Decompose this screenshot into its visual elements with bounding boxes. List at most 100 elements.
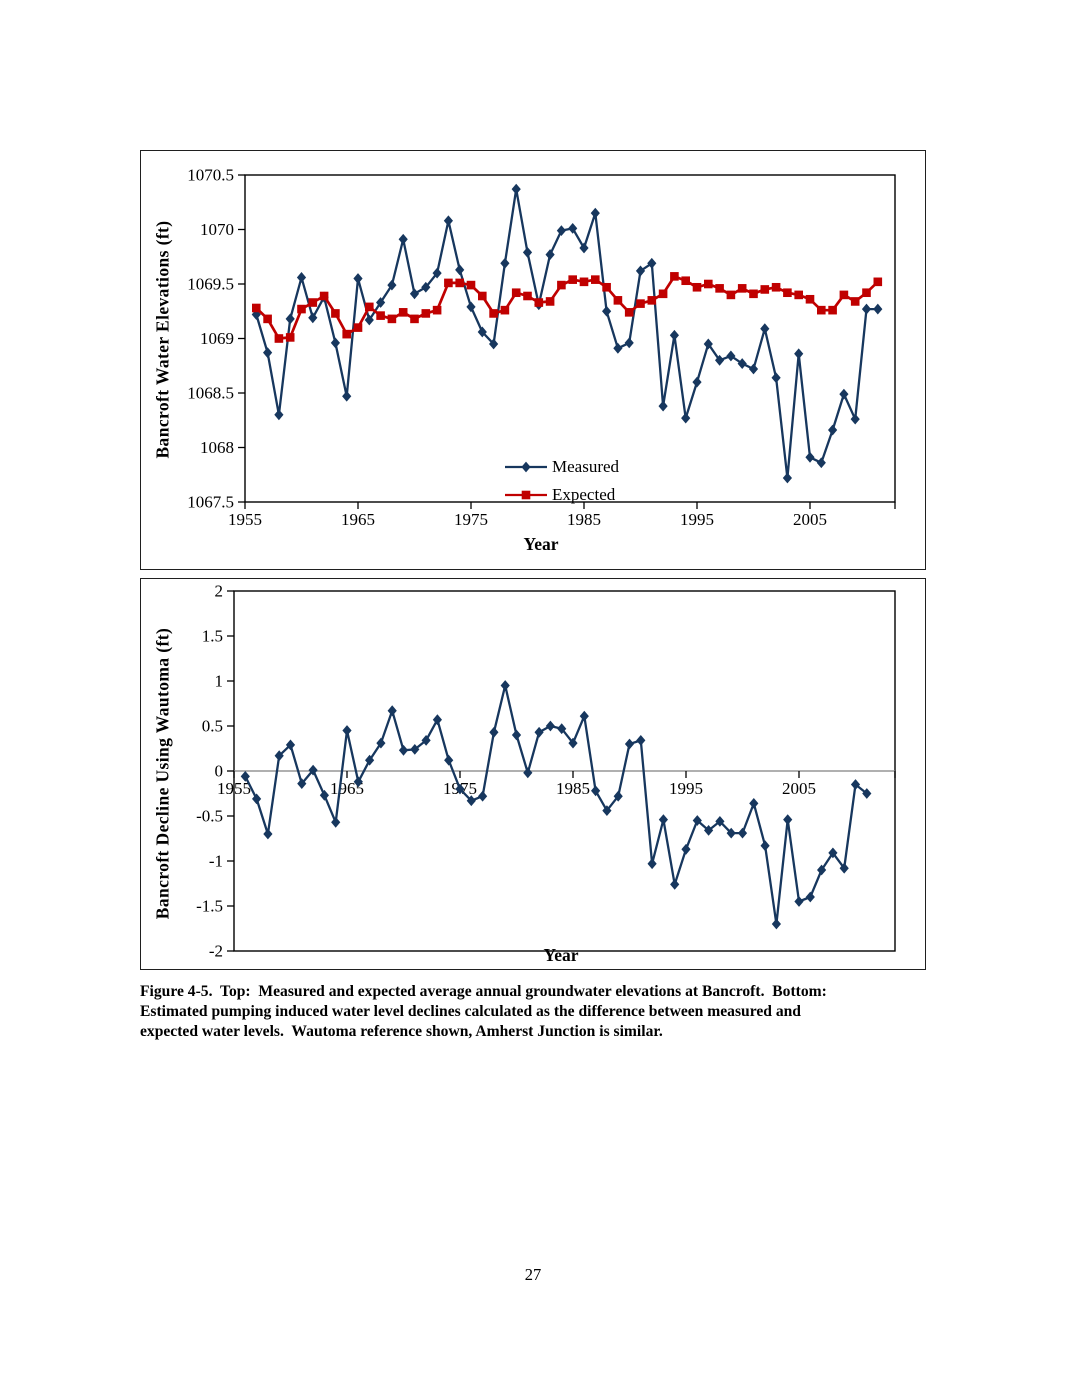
legend-item-expected: Expected xyxy=(504,484,619,506)
legend-item-measured: Measured xyxy=(504,456,619,478)
measured-data-point-marker xyxy=(613,342,623,354)
top-chart: 1070.5 1070 1069.5 1069 1068.5 1068 1067.5 1955… xyxy=(140,150,926,570)
measured-data-point-marker xyxy=(455,264,465,276)
measured-data-point-marker xyxy=(602,305,612,317)
decline-data-point-marker xyxy=(613,790,623,802)
measured-series-line xyxy=(255,188,879,480)
x-axis-tick-label: 1975 xyxy=(454,510,488,529)
decline-data-point-marker xyxy=(839,862,849,874)
decline-data-point-marker xyxy=(591,785,601,797)
measured-data-point-marker xyxy=(568,223,578,234)
y-axis-tick-label: 0.5 xyxy=(202,717,223,736)
expected-data-point-marker xyxy=(737,284,747,293)
y-axis-tick-label: 1068 xyxy=(200,438,234,457)
expected-data-point-marker xyxy=(489,309,498,318)
decline-data-point-marker xyxy=(466,795,476,807)
y-axis-tick-label: 1067.5 xyxy=(187,493,234,512)
expected-data-point-marker xyxy=(523,291,532,301)
decline-data-point-marker xyxy=(647,858,657,870)
measured-data-point-marker xyxy=(715,354,725,366)
expected-data-point-marker xyxy=(331,309,340,318)
measured-data-point-marker xyxy=(432,267,442,279)
expected-data-point-marker xyxy=(376,311,385,320)
decline-data-point-marker xyxy=(670,879,680,890)
measured-data-point-marker xyxy=(556,225,566,236)
measured-data-point-marker xyxy=(364,314,374,326)
measured-data-point-marker xyxy=(624,337,634,349)
decline-data-point-marker xyxy=(240,771,250,782)
decline-data-point-marker xyxy=(387,705,397,717)
measured-data-point-marker xyxy=(409,288,420,300)
measured-data-point-marker xyxy=(421,281,431,293)
measured-data-point-marker xyxy=(590,207,600,219)
expected-data-point-marker xyxy=(444,278,453,288)
series-decline xyxy=(240,680,872,930)
measured-data-point-marker xyxy=(522,246,533,258)
expected-data-point-marker xyxy=(783,288,792,298)
measured-data-point-marker xyxy=(816,457,826,469)
decline-data-point-marker xyxy=(579,710,589,722)
measured-data-point-marker xyxy=(466,301,476,313)
bottom-chart: 21.510.50-0.5-1-1.5-21955196519751985199… xyxy=(140,578,926,970)
expected-data-point-marker xyxy=(263,314,272,324)
x-axis-tick-label: 1965 xyxy=(341,510,375,529)
expected-data-point-marker xyxy=(432,305,442,315)
decline-data-point-marker xyxy=(805,891,815,903)
decline-data-point-marker xyxy=(704,825,714,836)
measured-data-point-marker xyxy=(839,388,849,400)
decline-data-point-marker xyxy=(850,779,861,790)
decline-data-point-marker xyxy=(297,778,307,789)
y-axis-tick-label: 1068.5 xyxy=(187,384,234,403)
expected-data-point-marker xyxy=(591,275,600,284)
decline-data-point-marker xyxy=(331,816,341,828)
expected-data-point-marker xyxy=(658,289,668,299)
y-axis-tick-label: -2 xyxy=(209,942,223,961)
measured-data-point-marker xyxy=(296,272,307,283)
y-axis-tick-label: -1 xyxy=(209,852,223,871)
decline-data-point-marker xyxy=(511,729,522,741)
decline-data-point-marker xyxy=(398,744,409,756)
expected-data-point-marker xyxy=(285,333,295,342)
decline-data-point-marker xyxy=(534,726,544,738)
expected-data-point-marker xyxy=(726,290,736,300)
decline-data-point-marker xyxy=(285,739,296,751)
y-axis-tick-label: 1070.5 xyxy=(187,166,234,185)
legend-label-expected: Expected xyxy=(552,485,616,504)
x-axis-tick-label: 2005 xyxy=(782,779,816,798)
top-chart-x-axis-title: Year xyxy=(523,534,559,554)
measured-data-point-marker xyxy=(398,233,408,245)
measured-data-point-marker xyxy=(285,313,295,325)
expected-data-point-marker xyxy=(715,284,724,293)
expected-data-point-marker xyxy=(274,334,284,343)
expected-data-point-marker xyxy=(398,308,408,317)
decline-data-point-marker xyxy=(523,767,533,779)
expected-data-point-marker xyxy=(421,309,431,318)
expected-data-point-marker xyxy=(805,294,815,304)
measured-data-point-marker xyxy=(873,303,883,315)
decline-data-point-marker xyxy=(692,815,702,826)
decline-data-point-marker xyxy=(500,680,510,691)
expected-data-point-marker xyxy=(602,282,611,292)
figure-caption: Figure 4-5. Top: Measured and expected a… xyxy=(140,982,936,1042)
expected-data-point-marker xyxy=(613,296,623,305)
decline-data-point-marker xyxy=(557,723,567,735)
measured-data-point-marker xyxy=(658,400,668,412)
expected-data-point-marker xyxy=(670,272,679,281)
expected-data-point-marker xyxy=(511,288,521,298)
expected-data-point-marker xyxy=(308,298,318,307)
measured-data-point-marker xyxy=(850,413,860,425)
measured-data-point-marker xyxy=(828,424,838,436)
decline-data-point-marker xyxy=(410,744,420,755)
measured-data-point-marker xyxy=(545,249,555,260)
measured-data-point-marker xyxy=(748,363,759,375)
decline-data-point-marker xyxy=(760,840,770,852)
decline-data-point-marker xyxy=(771,918,781,930)
expected-data-point-marker xyxy=(252,303,261,313)
expected-data-point-marker xyxy=(365,302,374,312)
expected-data-point-marker xyxy=(455,278,464,288)
measured-data-point-marker xyxy=(692,376,702,388)
measured-data-point-marker xyxy=(511,183,521,195)
measured-data-point-marker xyxy=(342,390,352,402)
y-axis-tick-label: 1.5 xyxy=(202,627,223,646)
expected-data-point-marker xyxy=(681,276,690,286)
